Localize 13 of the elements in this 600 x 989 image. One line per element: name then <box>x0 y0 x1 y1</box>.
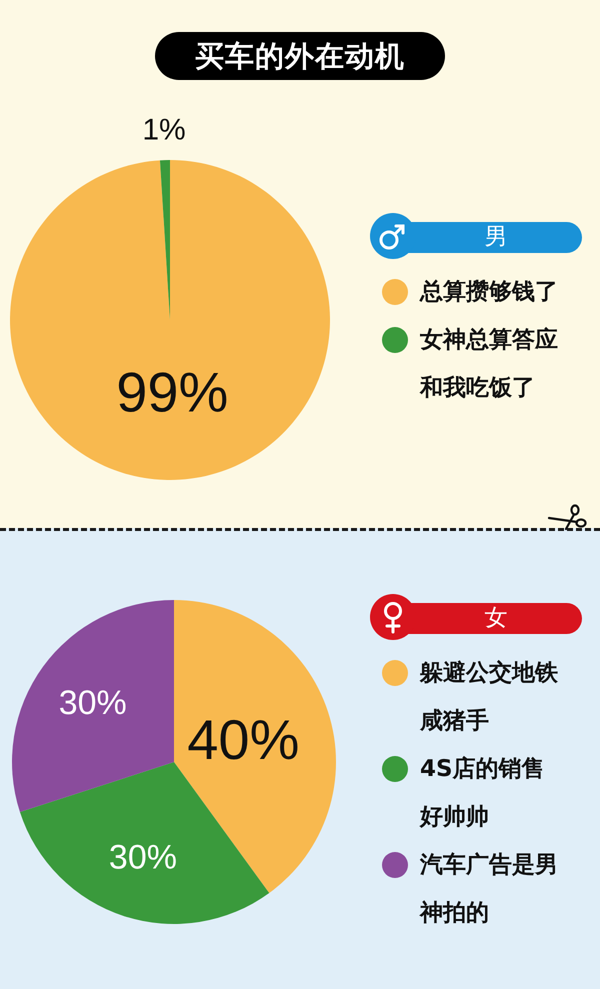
legend-title: 男 <box>484 223 508 252</box>
data-label: 99% <box>116 360 228 424</box>
legend-label: 总算攒够钱了 <box>420 278 559 307</box>
data-label: 30% <box>108 838 177 877</box>
data-label: 1% <box>142 114 186 147</box>
legend-label: 4S店的销售好帅帅 <box>420 755 546 832</box>
legend-title: 女 <box>484 604 508 633</box>
legend-label: 女神总算答应和我吃饭了 <box>420 326 559 403</box>
chart-title: 买车的外在动机 <box>155 32 445 80</box>
data-label: 40% <box>187 708 300 771</box>
legend-label: 躲避公交地铁咸猪手 <box>420 659 559 736</box>
legend-label: 汽车广告是男神拍的 <box>420 851 559 928</box>
data-label: 30% <box>58 684 127 722</box>
